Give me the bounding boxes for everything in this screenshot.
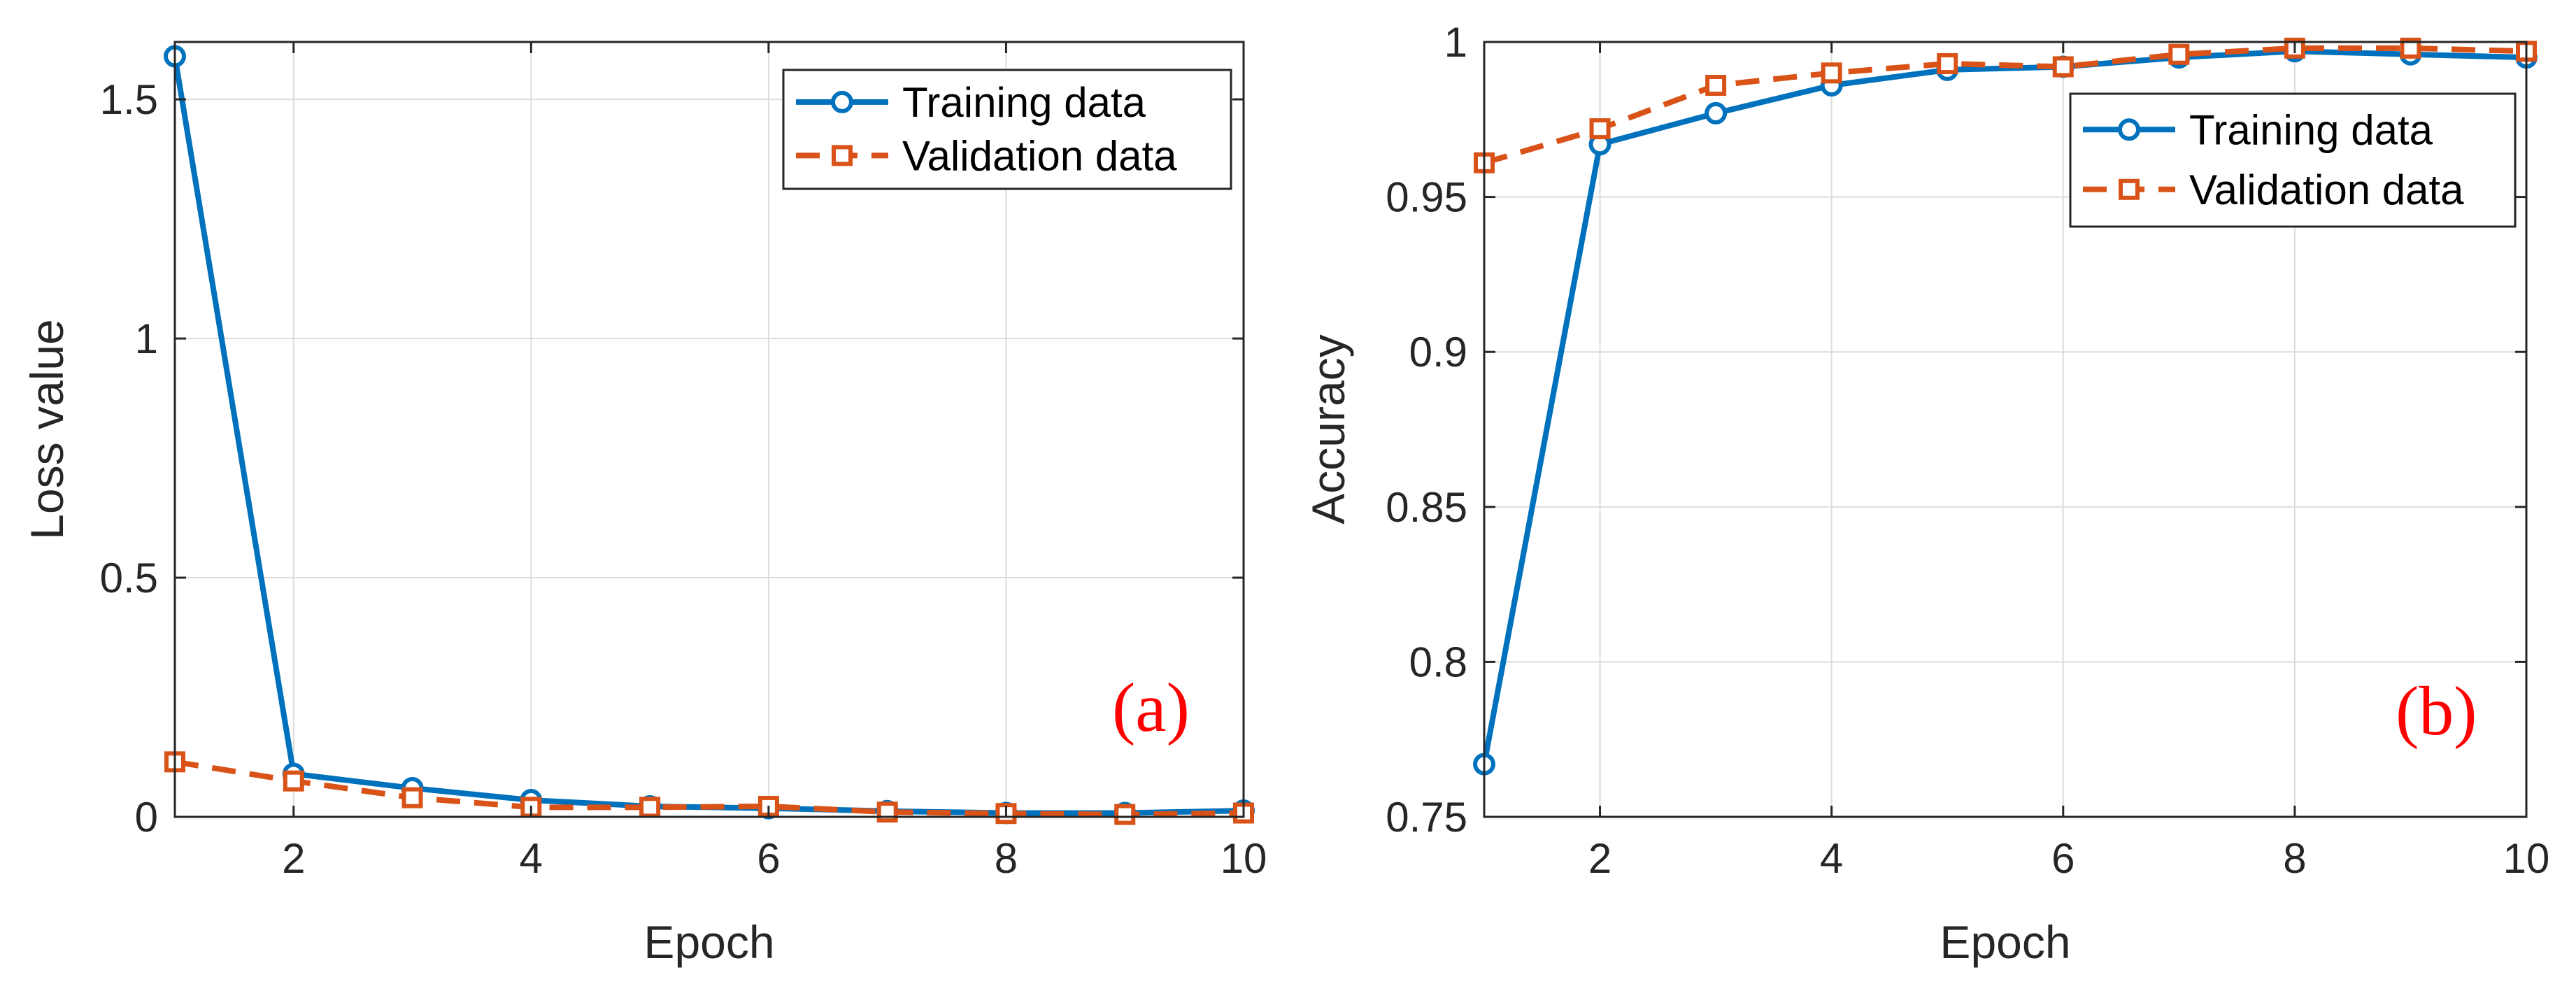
y-axis-title: Accuracy	[1302, 334, 1354, 524]
legend-label: Validation data	[902, 132, 1177, 179]
y-tick-label: 0.75	[1386, 794, 1467, 841]
data-point	[283, 770, 304, 792]
legend-box	[782, 69, 1232, 190]
legend-entry-training: Training data	[2083, 106, 2433, 153]
data-point	[1937, 53, 1958, 75]
x-tick-label: 10	[1221, 835, 1267, 882]
x-axis-title: Epoch	[1940, 916, 2070, 968]
x-tick-label: 4	[1820, 835, 1843, 882]
y-tick-label: 1	[135, 315, 158, 362]
data-point	[401, 787, 423, 808]
legend-entry-validation: Validation data	[796, 132, 1177, 179]
series-line	[174, 759, 1244, 818]
chart-panel-2: 2 4 6 8 10 0.75 0.8 0.85 0.9 0.95 1 Epoch Accuracy Tr…	[1302, 19, 2549, 968]
data-point	[1705, 101, 1728, 124]
legend: Training data Validation data	[2069, 92, 2517, 228]
y-axis-title: Loss value	[21, 319, 73, 540]
y-tick-label: 1	[1444, 19, 1467, 66]
ticks	[1484, 41, 2528, 818]
x-tick-label: 10	[2503, 835, 2550, 882]
legend-entry-training: Training data	[796, 79, 1146, 126]
series-validation	[1474, 37, 2537, 173]
y-tick-label: 0.85	[1386, 484, 1467, 531]
legend-label: Validation data	[2189, 166, 2464, 213]
ticks	[175, 42, 1245, 818]
data-point	[1589, 118, 1611, 140]
x-tick-label: 6	[2051, 835, 2075, 882]
chart-panel-1: 2 4 6 8 10 0 0.5 1 1.5 Epoch Loss value Training da…	[21, 41, 1267, 968]
x-tick-label: 8	[995, 835, 1018, 882]
data-point	[1114, 804, 1136, 825]
series-line	[1481, 48, 2527, 765]
axes-box	[1483, 41, 2528, 818]
legend-marker	[832, 145, 853, 166]
x-tick-label: 2	[1588, 835, 1611, 882]
legend-box	[2069, 92, 2517, 228]
x-tick-label: 8	[2283, 835, 2306, 882]
x-tick-label: 4	[520, 835, 543, 882]
y-tick-label: 1.5	[100, 76, 158, 123]
y-tick-label: 0.95	[1386, 174, 1467, 221]
series-line	[1483, 45, 2527, 166]
legend-label: Training data	[2189, 106, 2433, 153]
x-tick-label: 2	[282, 835, 305, 882]
data-point	[876, 801, 898, 823]
legend-marker	[2118, 118, 2140, 141]
axes-box	[173, 41, 1245, 818]
legend-entry-validation: Validation data	[2083, 166, 2464, 213]
data-point	[2052, 56, 2074, 78]
legend-label: Training data	[902, 79, 1146, 126]
x-tick-label: 6	[757, 835, 780, 882]
data-point	[639, 797, 661, 818]
data-point	[1821, 62, 1842, 84]
x-axis-title: Epoch	[643, 916, 774, 968]
data-point	[1705, 75, 1727, 97]
y-tick-label: 0	[135, 794, 158, 841]
y-tick-label: 0.9	[1409, 329, 1467, 376]
legend-marker	[831, 90, 853, 113]
panel-label: (a)	[1112, 669, 1190, 746]
data-point	[2168, 43, 2190, 65]
y-tick-label: 0.5	[100, 555, 158, 601]
legend: Training data Validation data	[782, 69, 1232, 190]
y-tick-label: 0.8	[1409, 639, 1467, 685]
panel-label: (b)	[2396, 672, 2477, 750]
legend-marker	[2119, 178, 2140, 200]
